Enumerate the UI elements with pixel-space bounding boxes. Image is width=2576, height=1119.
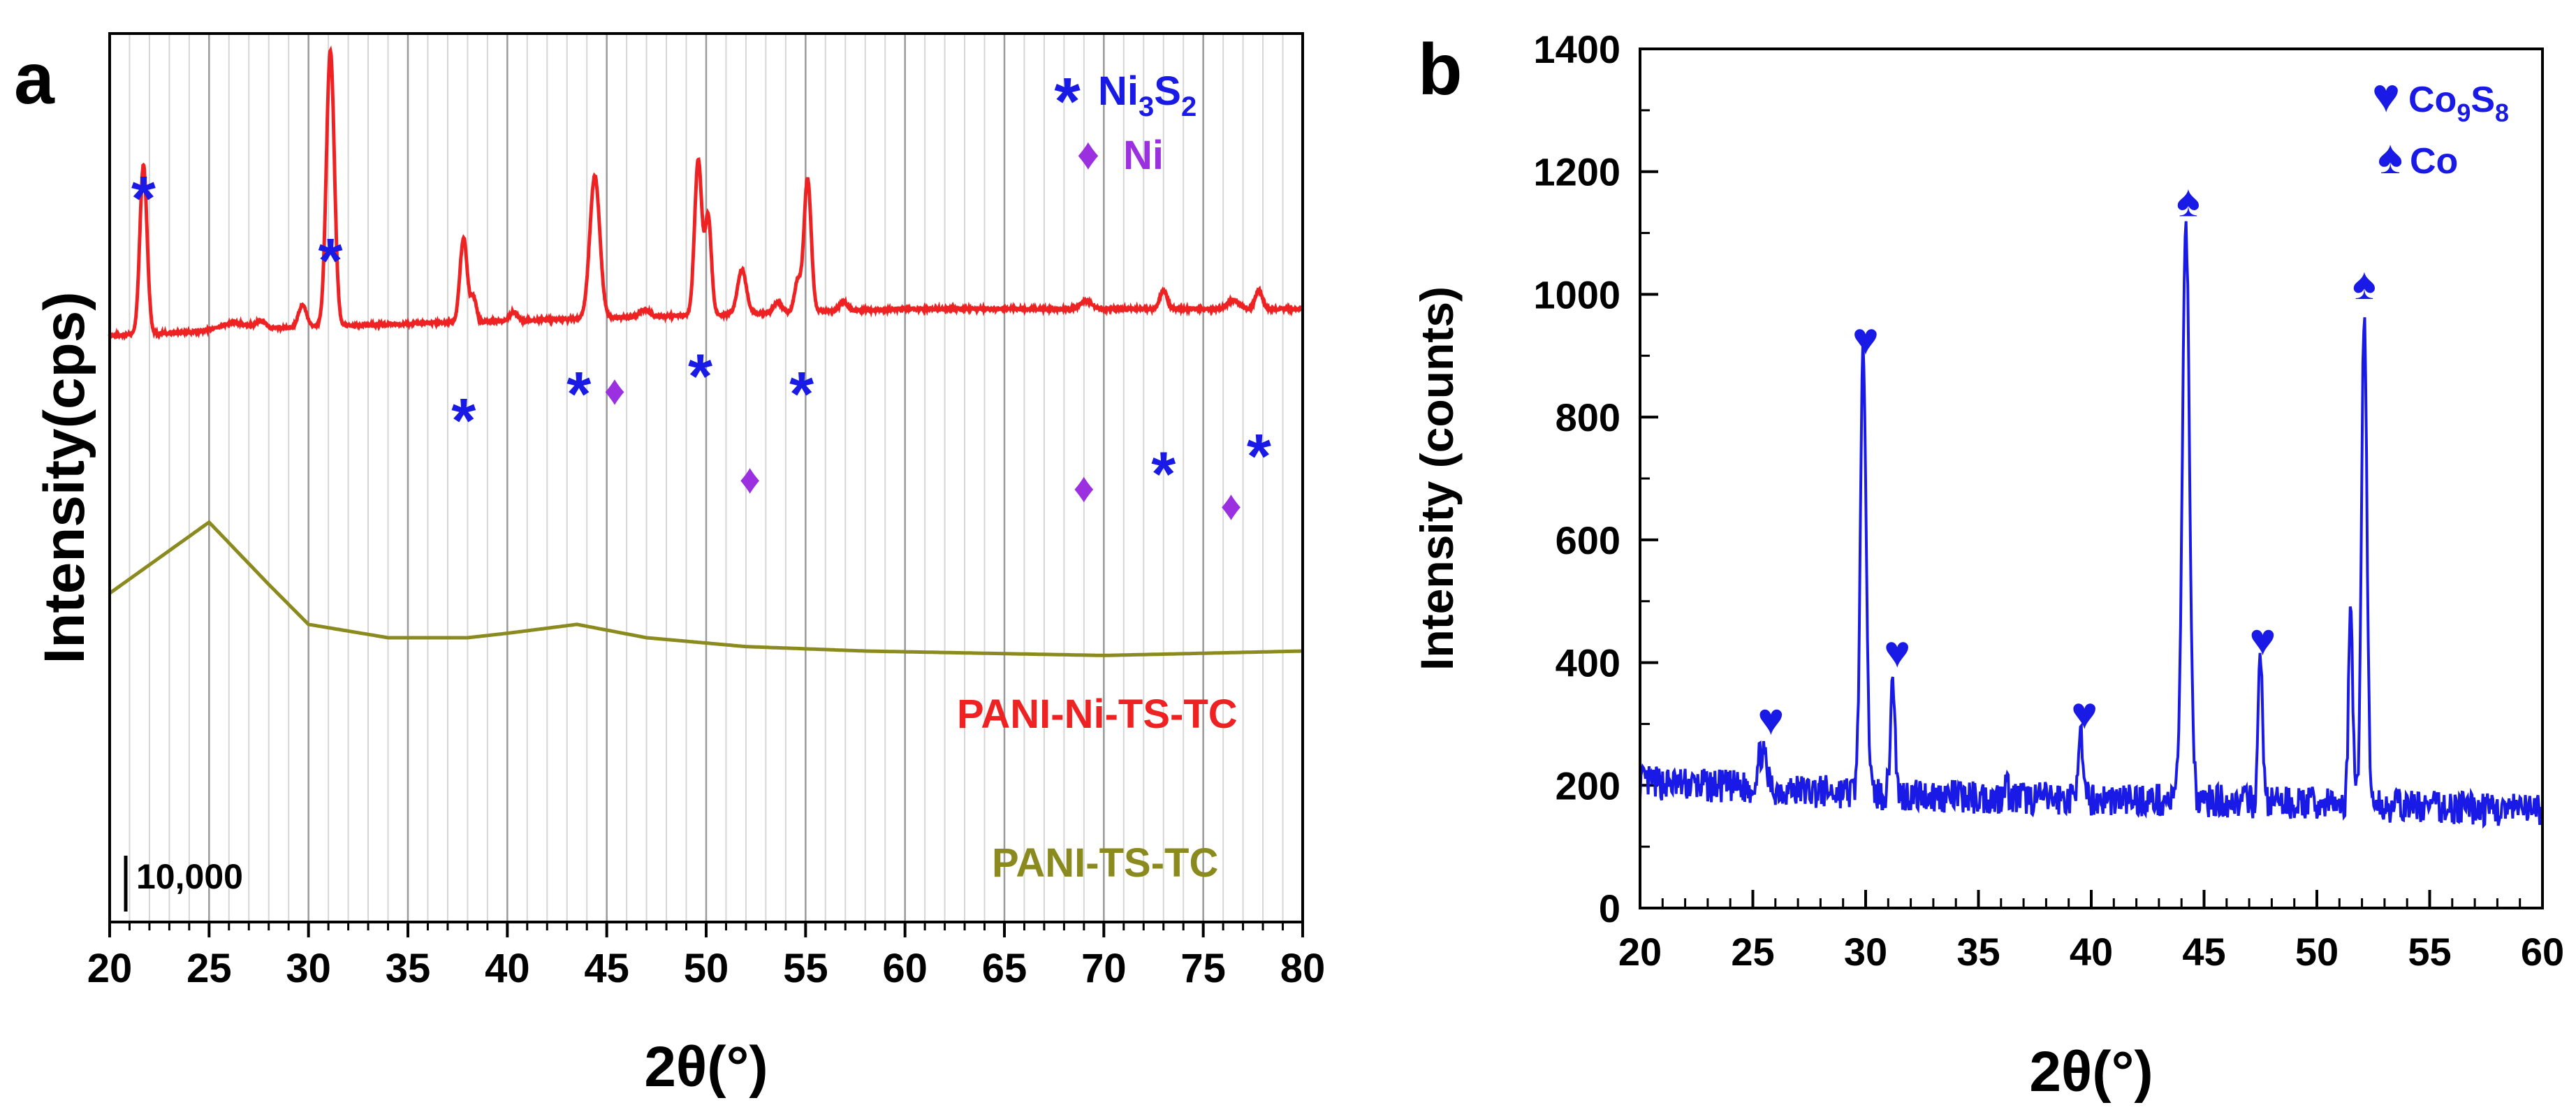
series-line-pani-ni-ts-tc (108, 45, 1305, 342)
legend-co9s8-sub2: 8 (2495, 98, 2509, 127)
legend-label-co: Co (2410, 141, 2458, 182)
legend-co9s8-sub1: 9 (2457, 98, 2471, 127)
x-tick-label: 20 (87, 946, 133, 991)
x-tick-label: 25 (186, 946, 232, 991)
panel-a-ticks (108, 922, 1304, 937)
panel-a: a 20 25 30 35 40 45 50 55 60 65 70 75 80 *** * ♦ *♦*♦ * ♦… (14, 32, 1326, 1099)
ni-diamond-marker: ♦ (604, 367, 626, 414)
ni-diamond-marker: ♦ (1074, 465, 1095, 511)
panel-b-x-axis-title: 2θ(°) (2029, 1040, 2153, 1104)
legend-ni3s2-mid: S (1154, 68, 1181, 114)
co9s8-heart-marker: ♥ (1884, 627, 1910, 677)
x-tick-label: 45 (584, 946, 629, 991)
x-tick-label: 40 (485, 946, 530, 991)
co9s8-heart-marker: ♥ (1757, 694, 1784, 745)
y-tick-label: 600 (1556, 518, 1620, 562)
co9s8-heart-marker: ♥ (1852, 314, 1879, 364)
x-tick-label: 70 (1081, 946, 1127, 991)
legend-ni3s2-main: Ni (1098, 68, 1139, 114)
ni3s2-asterisk-marker: * (566, 360, 591, 430)
panel-a-x-axis-title: 2θ(°) (644, 1035, 768, 1099)
y-tick-label: 400 (1556, 641, 1620, 685)
co9s8-heart-marker: ♥ (2071, 688, 2098, 738)
ni3s2-asterisk-marker: * (131, 164, 156, 234)
ni3s2-asterisk-marker: * (318, 226, 342, 296)
legend-ni3s2-sub2: 2 (1181, 92, 1196, 122)
panel-b-ticks (1639, 47, 2544, 909)
ni-diamond-marker: ♦ (1220, 482, 1242, 529)
x-tick-label: 65 (982, 946, 1027, 991)
panel-a-peak-markers: *** * ♦ *♦*♦ * ♦* (131, 164, 1271, 529)
y-tick-label: 1000 (1533, 272, 1620, 316)
series-line-xrd-sample (1639, 221, 2544, 829)
x-tick-label: 80 (1280, 946, 1326, 991)
panel-b-plot-frame (1639, 47, 2544, 909)
panel-b-peak-markers: ♥ ♥ ♥ ♥ ♠ ♥ ♠ (1757, 175, 2376, 744)
panel-a-legend: * Ni3S2 ♦ Ni (1054, 64, 1196, 179)
panel-b-letter: b (1418, 29, 1463, 110)
ni3s2-asterisk-marker: * (1151, 439, 1176, 509)
scale-bar-label: 10,000 (136, 857, 243, 896)
legend-label-co9s8: Co9S8 (2408, 80, 2509, 127)
y-tick-label: 1400 (1533, 27, 1620, 71)
legend-co9s8-mid: S (2471, 80, 2495, 120)
ni-diamond-marker: ♦ (739, 455, 761, 502)
x-tick-label: 35 (1956, 930, 2000, 974)
co9s8-heart-marker: ♥ (2249, 614, 2276, 664)
panel-b-y-axis-title: Intensity (counts) (1411, 286, 1463, 671)
x-tick-label: 30 (286, 946, 331, 991)
ni3s2-asterisk-marker: * (1247, 422, 1271, 492)
panel-a-plot-frame (108, 32, 1304, 923)
x-tick-label: 20 (1618, 930, 1662, 974)
legend-label-ni3s2: Ni3S2 (1098, 68, 1196, 122)
ni3s2-asterisk-marker: * (688, 342, 712, 411)
y-tick-label: 1200 (1533, 150, 1620, 194)
x-tick-label: 35 (386, 946, 431, 991)
x-tick-label: 45 (2182, 930, 2225, 974)
panel-a-y-axis-title: Intensity(cps) (33, 291, 96, 664)
co-spade-marker: ♠ (2352, 258, 2376, 309)
panel-a-gridlines (129, 34, 1284, 922)
panel-b-tick-labels: 20 25 30 35 40 45 50 55 600200400600800100012001… (1533, 27, 2564, 974)
legend-heart-icon: ♥ (2372, 69, 2400, 122)
y-tick-label: 800 (1556, 395, 1620, 439)
series-line-pani-ts-tc (108, 520, 1303, 657)
legend-spade-icon: ♠ (2378, 131, 2403, 184)
x-tick-label: 50 (684, 946, 729, 991)
x-tick-label: 25 (1731, 930, 1774, 974)
panel-b-legend: ♥ Co9S8 ♠ Co (2372, 69, 2509, 184)
x-tick-label: 55 (783, 946, 828, 991)
y-tick-label: 0 (1599, 886, 1620, 930)
legend-ni3s2-sub1: 3 (1139, 92, 1154, 122)
co-spade-marker: ♠ (2176, 175, 2200, 226)
x-tick-label: 30 (1844, 930, 1887, 974)
panel-b: b 20 25 30 35 40 45 50 55 6002004006008001000120… (1411, 27, 2564, 1104)
legend-label-ni: Ni (1123, 133, 1164, 178)
ni3s2-asterisk-marker: * (451, 386, 476, 456)
y-tick-label: 200 (1556, 763, 1620, 807)
ni3s2-asterisk-marker: * (789, 360, 814, 430)
x-tick-label: 40 (2070, 930, 2113, 974)
legend-asterisk-icon: * (1054, 64, 1081, 139)
x-tick-label: 60 (882, 946, 928, 991)
x-tick-label: 55 (2408, 930, 2451, 974)
panel-a-tick-labels: 20 25 30 35 40 45 50 55 60 65 70 75 80 (87, 946, 1326, 991)
x-tick-label: 75 (1180, 946, 1226, 991)
legend-diamond-icon: ♦ (1077, 129, 1100, 179)
series-label-pani-ni-ts-tc: PANI-Ni-TS-TC (957, 692, 1238, 737)
x-tick-label: 60 (2521, 930, 2564, 974)
panel-a-letter: a (14, 38, 55, 119)
series-label-pani-ts-tc: PANI-TS-TC (992, 840, 1218, 886)
legend-co9s8-main: Co (2408, 80, 2457, 120)
x-tick-label: 50 (2295, 930, 2339, 974)
